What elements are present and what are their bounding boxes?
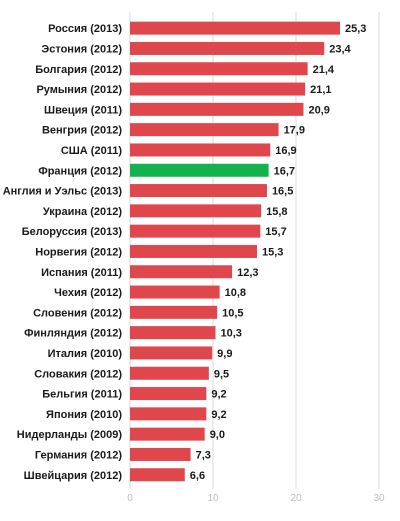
value-label: 10,3	[220, 328, 241, 340]
category-label: Италия (2010)	[48, 348, 123, 360]
category-label: Чехия (2012)	[54, 287, 122, 299]
bar	[130, 21, 340, 35]
value-label: 23,4	[329, 43, 351, 55]
value-label: 16,5	[272, 186, 293, 198]
bar	[130, 366, 209, 380]
bar	[130, 41, 325, 55]
category-label: Болгария (2012)	[35, 64, 122, 76]
bar	[130, 265, 233, 279]
x-tick-label: 0	[127, 493, 133, 504]
value-label: 10,8	[225, 287, 246, 299]
category-label: Румыния (2012)	[36, 84, 122, 96]
value-labels: 25,3 23,4 21,4 21,1 20,917,9 16,9 16,7 16,5 15,8…	[190, 23, 367, 482]
x-tick-label: 10	[207, 493, 219, 504]
value-label: 20,9	[308, 104, 329, 116]
category-label: Швейцария (2012)	[24, 470, 123, 482]
bar	[130, 468, 185, 482]
bar	[130, 224, 261, 238]
bar	[130, 123, 279, 137]
category-label: Эстония (2012)	[41, 43, 122, 55]
bar-highlighted	[130, 163, 269, 177]
value-label: 21,1	[310, 84, 331, 96]
value-label: 9,2	[211, 389, 226, 401]
category-label: Швеция (2011)	[44, 104, 122, 116]
x-axis-ticks: 0 10 20 30	[127, 493, 385, 504]
value-label: 10,5	[222, 307, 243, 319]
bar	[130, 62, 308, 76]
value-label: 21,4	[313, 64, 335, 76]
bar	[130, 326, 216, 340]
value-label: 15,7	[265, 226, 286, 238]
bar	[130, 387, 207, 401]
category-label: Испания (2011)	[41, 267, 122, 279]
bar	[130, 244, 257, 258]
value-label: 17,9	[284, 125, 305, 137]
bar	[130, 407, 207, 421]
category-label: Англия и Уэльс (2013)	[3, 186, 123, 198]
category-label: США (2011)	[61, 145, 123, 157]
value-label: 25,3	[345, 23, 366, 35]
category-label: Япония (2010)	[46, 409, 122, 421]
bar	[130, 102, 304, 116]
value-label: 9,5	[214, 368, 229, 380]
value-label: 15,3	[262, 246, 283, 258]
bar	[130, 346, 213, 360]
value-label: 15,8	[266, 206, 287, 218]
category-label: Белоруссия (2013)	[22, 226, 123, 238]
bar	[130, 184, 267, 198]
value-label: 12,3	[237, 267, 258, 279]
category-label: Словакия (2012)	[34, 368, 122, 380]
bar	[130, 204, 262, 218]
x-tick-label: 30	[373, 493, 385, 504]
value-label: 9,9	[217, 348, 232, 360]
bar	[130, 82, 306, 96]
value-label: 9,0	[210, 429, 225, 441]
category-label: Россия (2013)	[48, 23, 122, 35]
category-label: Бельгия (2011)	[42, 389, 122, 401]
category-label: Украина (2012)	[43, 206, 122, 218]
value-label: 7,3	[196, 449, 211, 461]
bar	[130, 427, 205, 441]
value-label: 16,7	[274, 165, 295, 177]
bar	[130, 285, 220, 299]
value-label: 6,6	[190, 470, 205, 482]
bar	[130, 305, 218, 319]
bars	[130, 21, 340, 482]
value-label: 9,2	[211, 409, 226, 421]
category-label: Франция (2012)	[38, 165, 122, 177]
category-label: Венгрия (2012)	[42, 125, 122, 137]
value-label: 16,9	[275, 145, 296, 157]
category-label: Германия (2012)	[35, 449, 122, 461]
bar	[130, 143, 271, 157]
x-tick-label: 20	[290, 493, 302, 504]
category-label: Словения (2012)	[33, 307, 122, 319]
bar	[130, 447, 191, 461]
category-label: Норвегия (2012)	[35, 246, 122, 258]
category-label: Финляндия (2012)	[24, 328, 122, 340]
category-labels: Россия (2013) Эстония (2012) Болгария (201…	[3, 23, 123, 482]
category-label: Нидерланды (2009)	[17, 429, 123, 441]
